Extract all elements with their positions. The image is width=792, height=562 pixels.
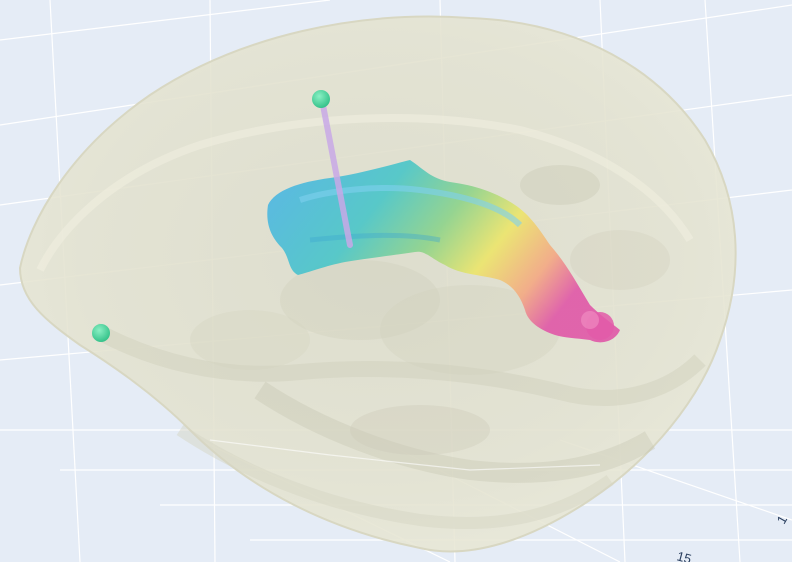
axis-tick-label: 15 bbox=[675, 548, 693, 562]
probe-line bbox=[319, 97, 353, 248]
ventricle-structure[interactable] bbox=[267, 160, 620, 343]
marker-top[interactable] bbox=[312, 90, 330, 108]
marker-left[interactable] bbox=[92, 324, 110, 342]
brain-surface bbox=[18, 15, 737, 553]
axis-tick-label: 1 bbox=[774, 513, 791, 527]
